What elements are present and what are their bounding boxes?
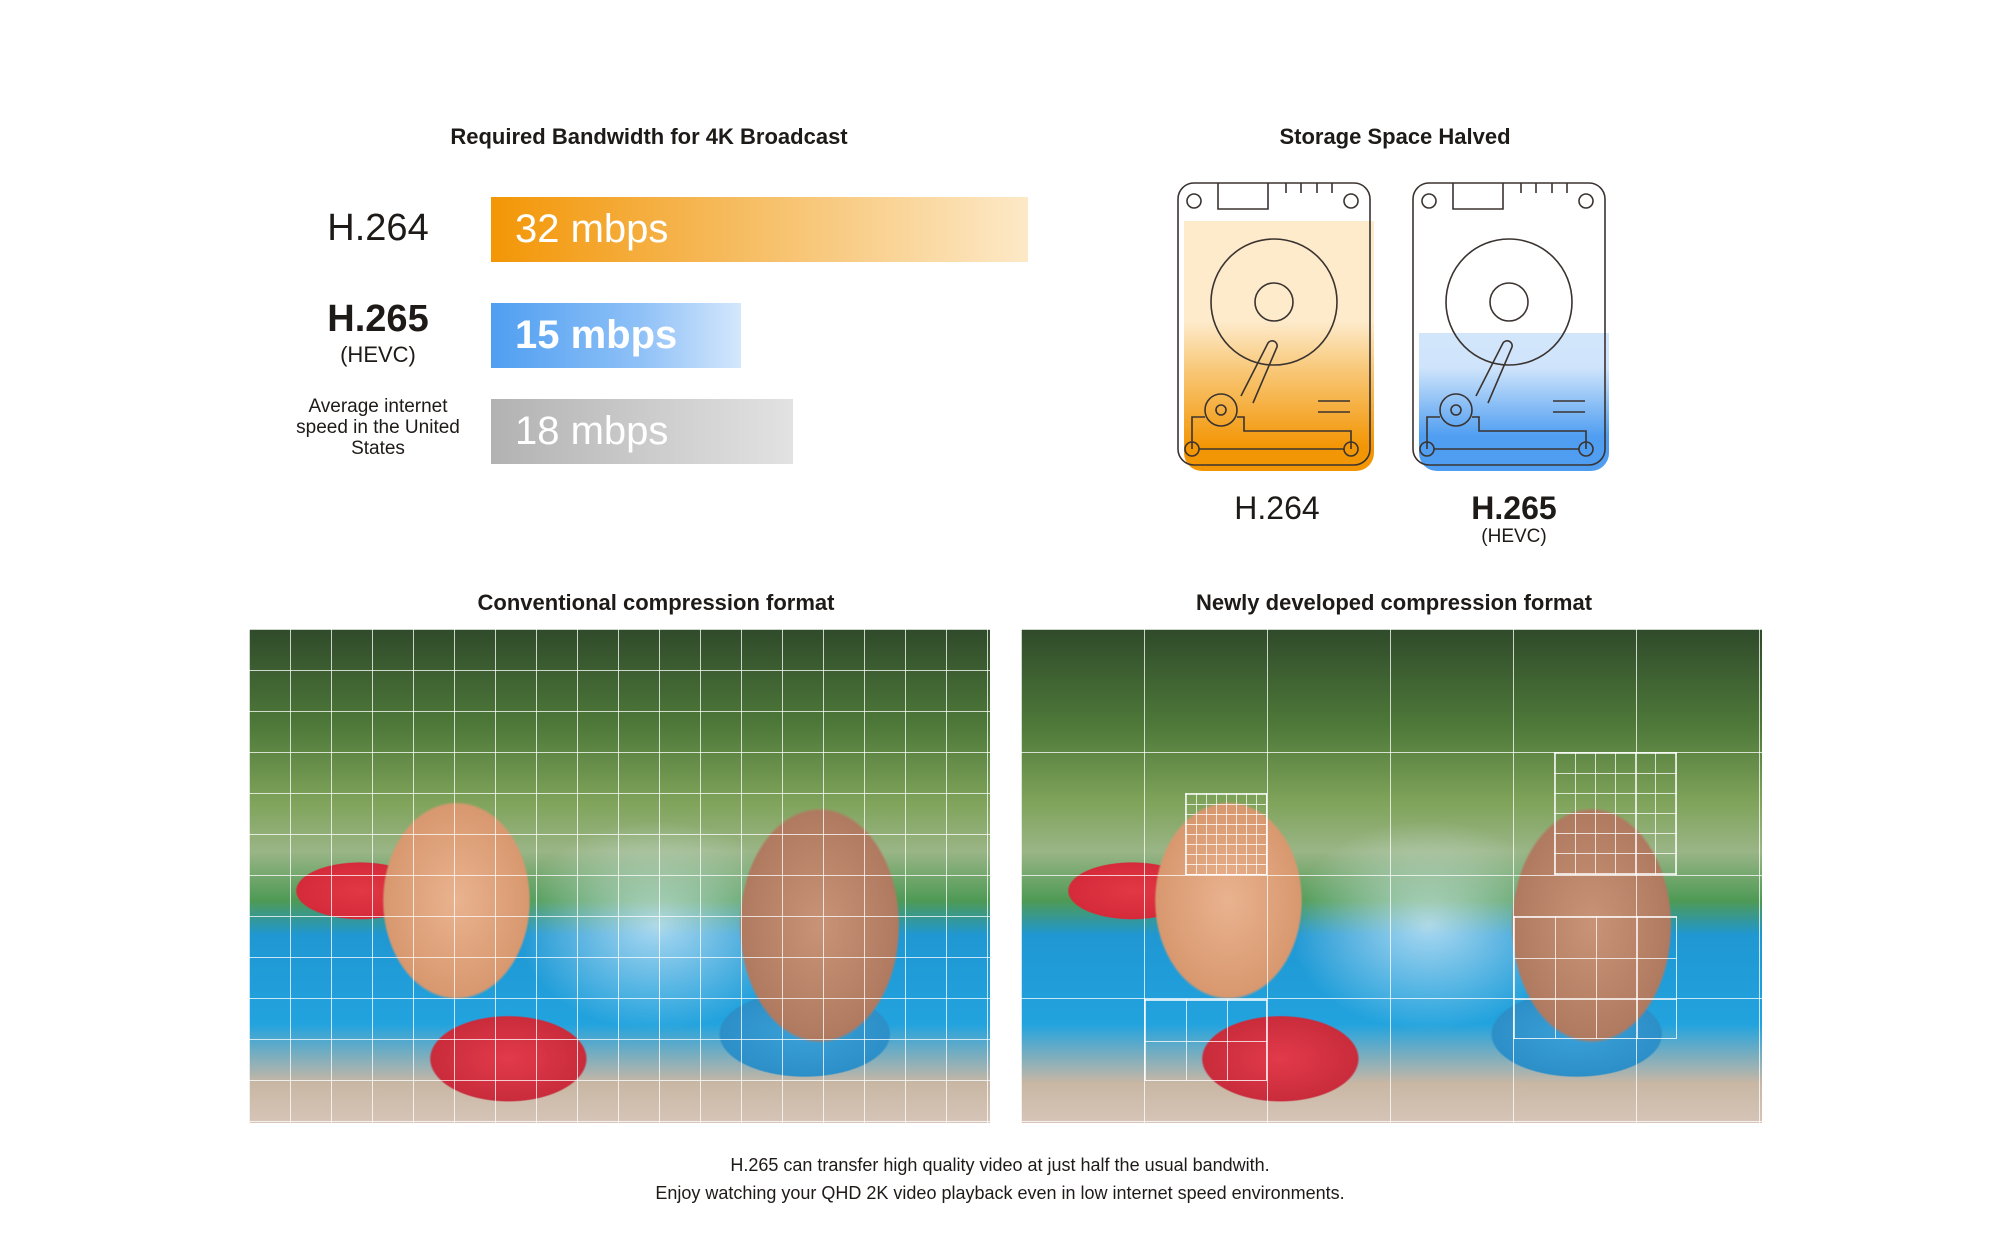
fine-block [1513, 916, 1677, 1039]
h264-label: H.264 [327, 207, 429, 249]
drive-h265-label: H.265 [1471, 490, 1557, 526]
conventional-compression-photo [249, 629, 990, 1123]
avg-bar-value: 18 mbps [515, 409, 669, 453]
bandwidth-title: Required Bandwidth for 4K Broadcast [450, 124, 848, 149]
h264-bar-value: 32 mbps [515, 207, 669, 251]
h265-label: H.265 [327, 298, 429, 340]
drive-h264-label: H.264 [1234, 490, 1320, 526]
footer-line-2: Enjoy watching your QHD 2K video playbac… [655, 1183, 1345, 1203]
fine-block [1144, 999, 1267, 1081]
hard-drive-h264-icon [1177, 182, 1374, 471]
new-compression-photo [1021, 629, 1762, 1123]
new-format-title: Newly developed compression format [1195, 590, 1593, 615]
drive-hevc-label: (HEVC) [1481, 526, 1547, 547]
fine-block [1185, 793, 1267, 875]
avg-speed-bar: 18 mbps [491, 399, 793, 464]
avg-speed-label: Average internet speed in the United Sta… [296, 396, 460, 459]
h265-bandwidth-bar: 15 mbps [491, 303, 741, 368]
h265-bar-value: 15 mbps [515, 313, 678, 357]
hevc-label: (HEVC) [340, 342, 416, 367]
h264-bandwidth-bar: 32 mbps [491, 197, 1028, 262]
conventional-title: Conventional compression format [477, 590, 835, 615]
hard-drive-h265-icon [1412, 182, 1609, 471]
fine-block [1554, 752, 1677, 875]
coding-tree-grid [1021, 629, 1762, 1123]
footer-line-1: H.265 can transfer high quality video at… [730, 1155, 1270, 1175]
storage-title: Storage Space Halved [1279, 124, 1511, 149]
macroblock-grid [249, 629, 990, 1123]
